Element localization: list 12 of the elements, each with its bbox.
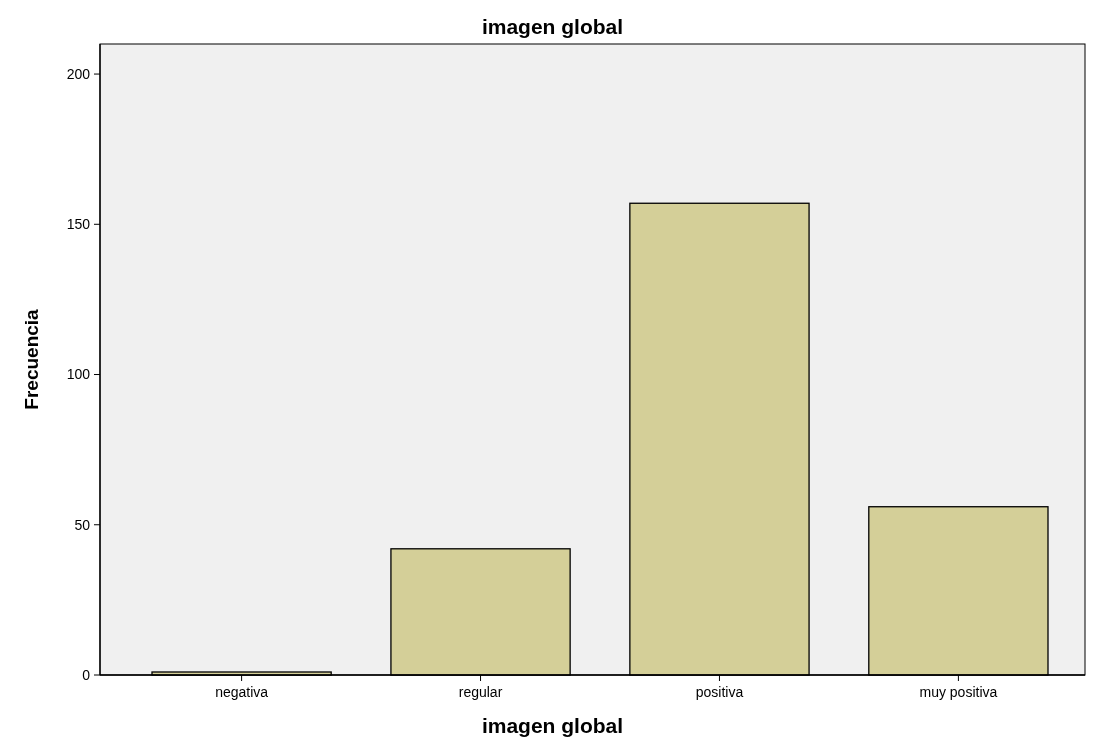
x-tick-label: positiva xyxy=(695,684,744,700)
x-axis-title: imagen global xyxy=(481,714,624,737)
y-tick-label: 0 xyxy=(82,666,91,683)
y-tick-label: 100 xyxy=(66,366,91,383)
chart-title: imagen global xyxy=(481,15,624,38)
x-tick-label: regular xyxy=(458,684,503,700)
y-tick-label: 150 xyxy=(66,216,91,233)
y-tick-label: 200 xyxy=(66,65,91,82)
y-tick-label: 50 xyxy=(74,516,91,533)
x-tick-label: negativa xyxy=(215,684,269,700)
y-axis-title: Frecuencia xyxy=(21,308,42,410)
x-tick-label: muy positiva xyxy=(919,684,998,700)
